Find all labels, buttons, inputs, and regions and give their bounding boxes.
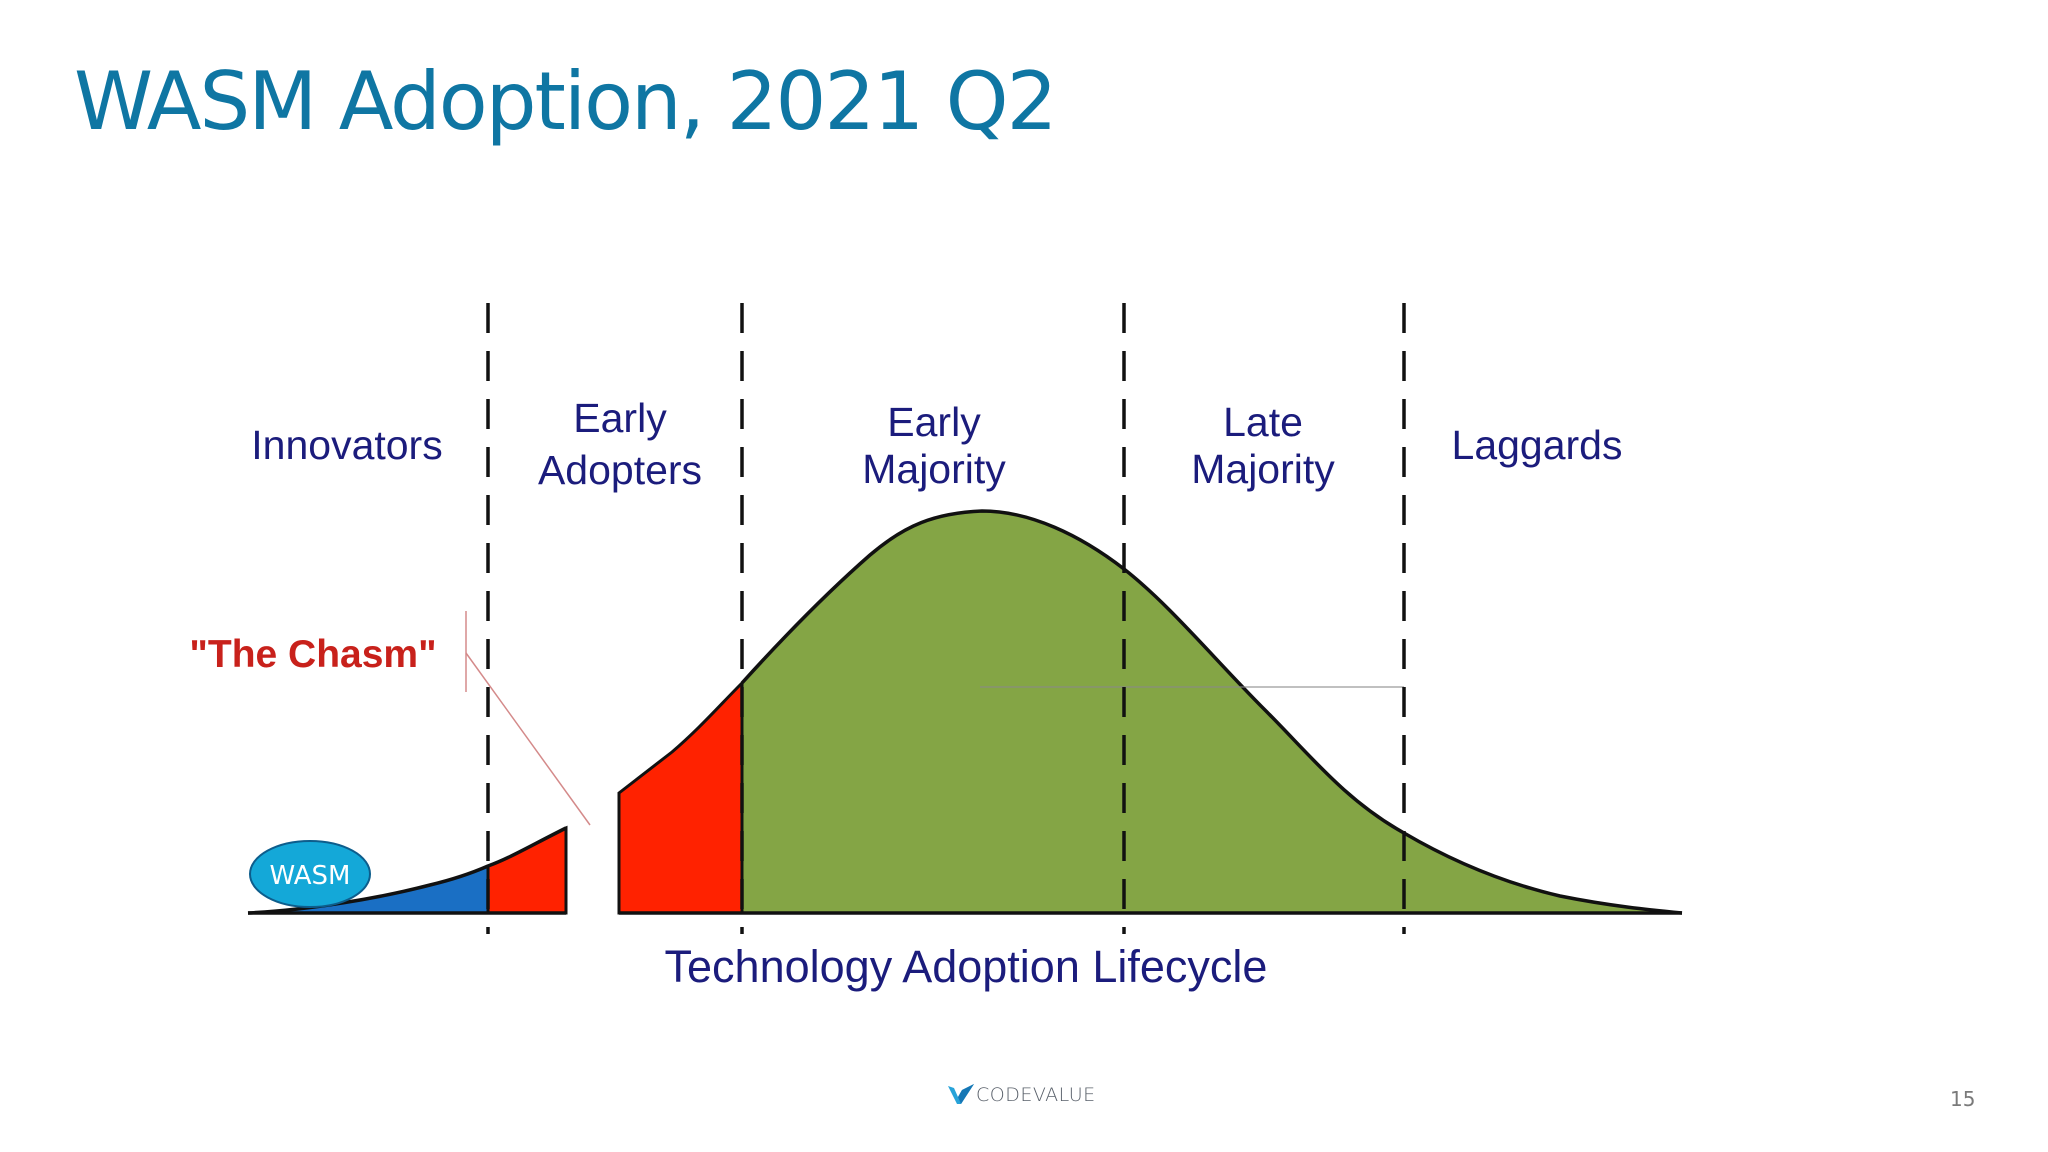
pre-chasm-area <box>486 825 568 915</box>
page-number: 15 <box>1950 1087 1976 1111</box>
curve-right <box>740 509 1683 915</box>
label-late-majority-2: Majority <box>1191 446 1335 492</box>
label-early-adopters-1: Early <box>573 395 667 441</box>
wasm-marker: WASM <box>249 840 371 908</box>
chasm-label: "The Chasm" <box>189 633 436 676</box>
chasm-pointer <box>465 652 591 826</box>
innovators-area <box>248 866 488 913</box>
label-innovators: Innovators <box>251 422 442 468</box>
segment-dividers <box>486 303 1406 934</box>
majority-area <box>742 511 1682 913</box>
label-laggards: Laggards <box>1452 422 1623 468</box>
diagram-caption: Technology Adoption Lifecycle <box>665 941 1268 992</box>
footer-logo: CODEVALUE <box>948 1084 1096 1106</box>
label-early-adopters-2: Adopters <box>538 447 702 493</box>
label-late-majority-1: Late <box>1223 399 1303 445</box>
footer-logo-text: CODEVALUE <box>976 1084 1096 1106</box>
slide-title: WASM Adoption, 2021 Q2 <box>74 55 1058 148</box>
label-early-majority-1: Early <box>887 399 981 445</box>
label-early-majority-2: Majority <box>862 446 1006 492</box>
wasm-marker-bubble <box>249 840 371 908</box>
codevalue-check-icon <box>948 1084 974 1104</box>
early-adopters-area <box>617 679 744 915</box>
wasm-marker-label: WASM <box>269 861 350 891</box>
